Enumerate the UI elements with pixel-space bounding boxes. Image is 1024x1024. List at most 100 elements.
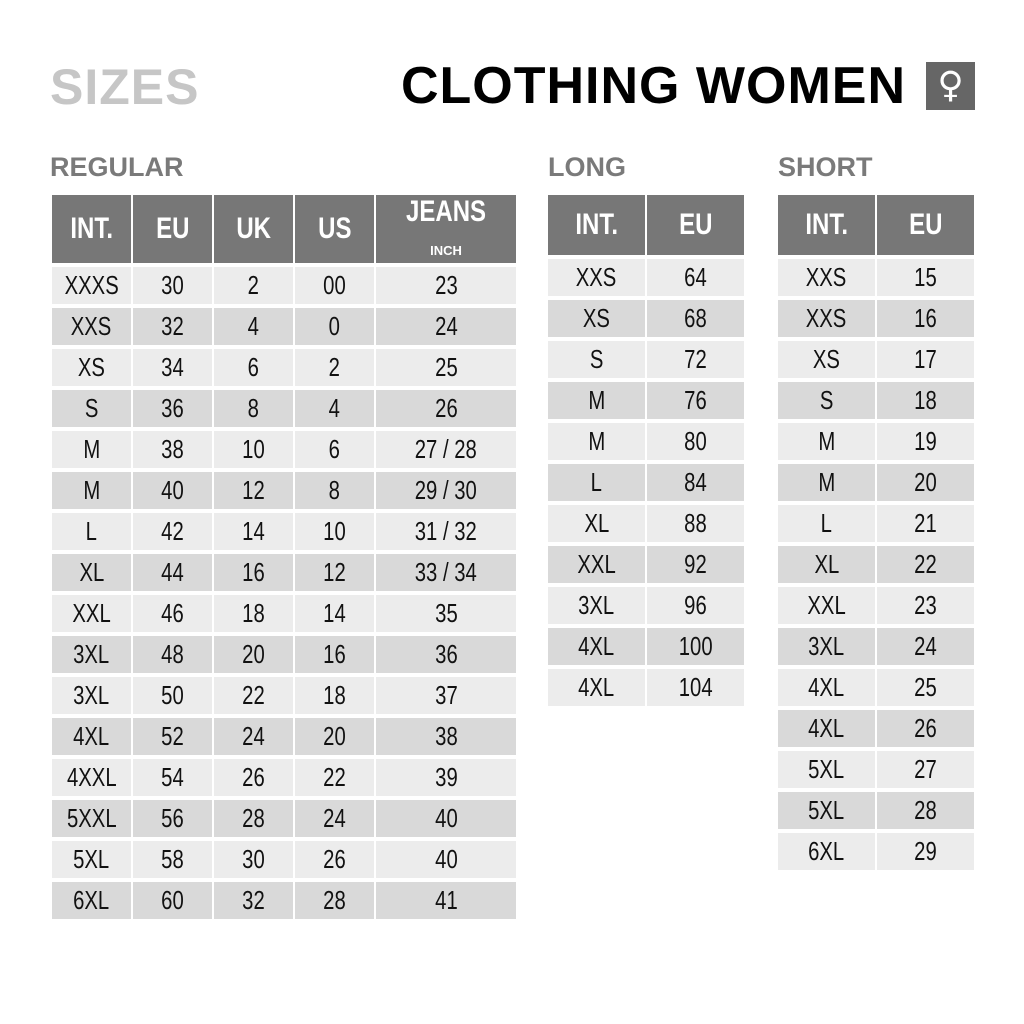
cell-value: 36 xyxy=(161,393,184,423)
cell-value: XS xyxy=(812,344,841,374)
table-cell: 4XL xyxy=(548,669,645,706)
table-cell: S xyxy=(778,382,875,419)
cell-value: 54 xyxy=(161,762,184,792)
column-header-label: EU xyxy=(678,208,713,241)
cell-value: 41 xyxy=(434,885,458,915)
cell-value: 23 xyxy=(434,270,458,300)
table-cell: 28 xyxy=(295,882,374,919)
table-cell: 24 xyxy=(877,628,974,665)
table-row: S 36 8 4 26 xyxy=(52,390,516,427)
table-cell: S xyxy=(548,341,645,378)
table-row: M 20 xyxy=(778,464,974,501)
table-cell: 104 xyxy=(647,669,744,706)
table-row: 4XL 25 xyxy=(778,669,974,706)
cell-value: 40 xyxy=(434,844,458,874)
table-cell: 44 xyxy=(133,554,212,591)
cell-value: XS xyxy=(77,352,106,382)
cell-value: 18 xyxy=(242,598,265,628)
table-cell: 5XL xyxy=(52,841,131,878)
cell-value: 37 xyxy=(434,680,458,710)
cell-value: 44 xyxy=(161,557,184,587)
table-cell: 22 xyxy=(877,546,974,583)
header-row: INT. EU UK US JEANS INCH xyxy=(52,195,516,263)
table-cell: XXL xyxy=(778,587,875,624)
table-cell: 80 xyxy=(647,423,744,460)
cell-value: S xyxy=(84,393,99,423)
column-header-label: EU xyxy=(155,212,190,245)
table-cell: XS xyxy=(548,300,645,337)
cell-value: 10 xyxy=(323,516,346,546)
table-cell: M xyxy=(778,464,875,501)
cell-value: 5XL xyxy=(73,844,110,874)
table-cell: XXL xyxy=(548,546,645,583)
table-row: 3XL 50 22 18 37 xyxy=(52,677,516,714)
table-cell: 60 xyxy=(133,882,212,919)
table-cell: XXXS xyxy=(52,267,131,304)
cell-value: 4 xyxy=(247,311,260,341)
table-cell: 16 xyxy=(295,636,374,673)
cell-value: 40 xyxy=(161,475,184,505)
cell-value: 12 xyxy=(323,557,346,587)
cell-value: 100 xyxy=(678,631,713,661)
table-cell: 17 xyxy=(877,341,974,378)
table-cell: 14 xyxy=(295,595,374,632)
table-cell: 24 xyxy=(214,718,293,755)
cell-value: L xyxy=(85,516,98,546)
table-cell: 68 xyxy=(647,300,744,337)
table-cell: 42 xyxy=(133,513,212,550)
column-header: UK xyxy=(214,195,293,263)
cell-value: 20 xyxy=(323,721,346,751)
cell-value: 72 xyxy=(684,344,707,374)
table-cell: 5XXL xyxy=(52,800,131,837)
cell-value: XXS xyxy=(71,311,112,341)
cell-value: 25 xyxy=(914,672,937,702)
cell-value: XXL xyxy=(577,549,616,579)
cell-value: 6 xyxy=(247,352,260,382)
table-cell: XL xyxy=(778,546,875,583)
long-size-table: INT. EU XXS 64 XS 68 S 72 M 76 M 80 L 84 XL 88 XXL 92 3XL 9… xyxy=(546,191,746,710)
table-row: XXS 15 xyxy=(778,259,974,296)
cell-value: 92 xyxy=(684,549,707,579)
table-cell: M xyxy=(52,431,131,468)
cell-value: 4 xyxy=(328,393,341,423)
table-cell: 24 xyxy=(376,308,516,345)
cell-value: 6 xyxy=(328,434,341,464)
table-cell: 72 xyxy=(647,341,744,378)
table-cell: XXS xyxy=(52,308,131,345)
table-cell: M xyxy=(548,382,645,419)
table-cell: 37 xyxy=(376,677,516,714)
cell-value: 17 xyxy=(914,344,937,374)
cell-value: 8 xyxy=(247,393,260,423)
cell-value: 22 xyxy=(914,549,937,579)
table-cell: L xyxy=(52,513,131,550)
table-row: 3XL 24 xyxy=(778,628,974,665)
cell-value: 26 xyxy=(323,844,346,874)
cell-value: 24 xyxy=(323,803,346,833)
table-cell: XL xyxy=(548,505,645,542)
column-header: JEANS INCH xyxy=(376,195,516,263)
table-cell: 00 xyxy=(295,267,374,304)
cell-value: M xyxy=(818,426,835,456)
table-row: XXL 92 xyxy=(548,546,744,583)
table-row: XS 68 xyxy=(548,300,744,337)
column-header-label: INT. xyxy=(805,208,848,241)
table-cell: 20 xyxy=(295,718,374,755)
cell-value: 4XL xyxy=(578,672,615,702)
table-cell: 3XL xyxy=(52,677,131,714)
cell-value: 88 xyxy=(684,508,707,538)
table-cell: 4 xyxy=(214,308,293,345)
table-cell: 25 xyxy=(877,669,974,706)
table-cell: 31 / 32 xyxy=(376,513,516,550)
cell-value: 30 xyxy=(161,270,184,300)
table-cell: 2 xyxy=(214,267,293,304)
column-header: EU xyxy=(647,195,744,255)
table-cell: XXS xyxy=(778,300,875,337)
table-cell: M xyxy=(548,423,645,460)
cell-value: 2 xyxy=(328,352,341,382)
cell-value: 104 xyxy=(678,672,713,702)
table-cell: 40 xyxy=(376,841,516,878)
table-cell: 16 xyxy=(214,554,293,591)
cell-value: 4XXL xyxy=(66,762,117,792)
table-cell: 38 xyxy=(133,431,212,468)
